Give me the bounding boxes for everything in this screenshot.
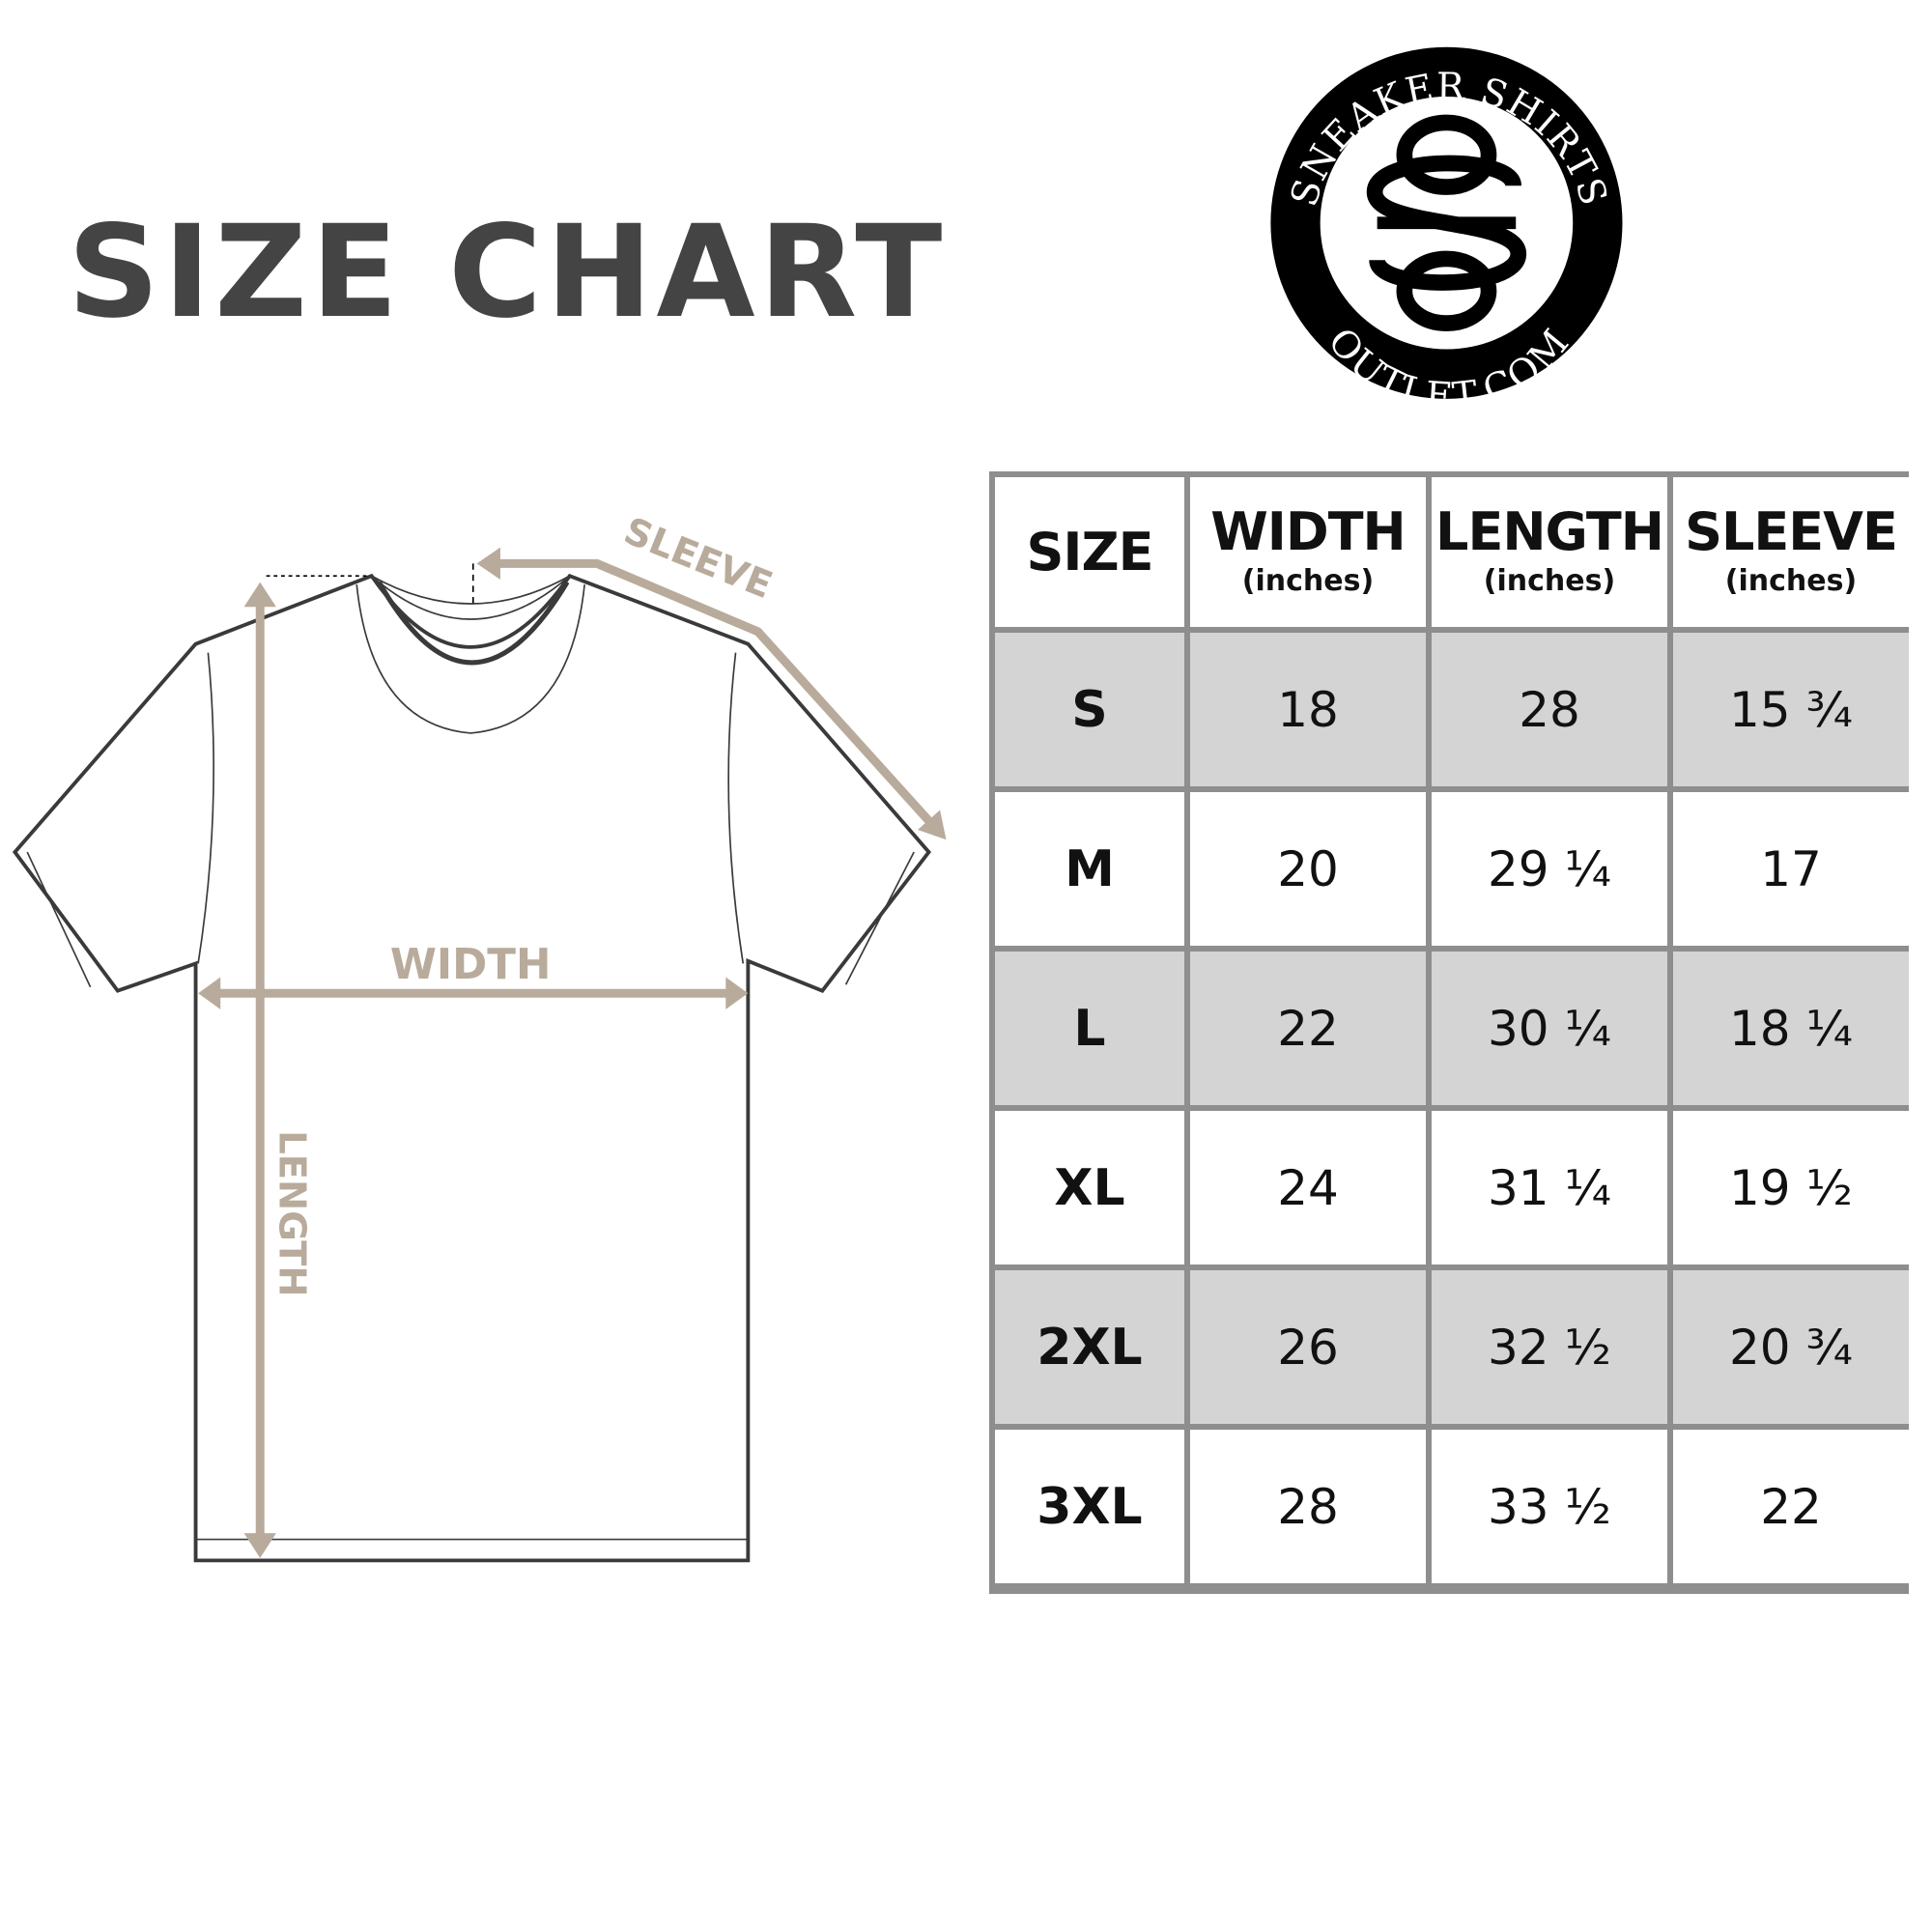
width-cell: 26 <box>1190 1270 1426 1424</box>
title-word-chart: CHART <box>448 198 947 347</box>
sleeve-cell: 19 ½ <box>1673 1111 1909 1264</box>
length-cell: 30 ¼ <box>1432 952 1667 1105</box>
header-unit: (inches) <box>1241 564 1375 598</box>
length-label: LENGTH <box>270 1130 314 1296</box>
width-cell: 20 <box>1190 792 1426 946</box>
header-width: WIDTH (inches) <box>1190 477 1426 627</box>
header-length: LENGTH (inches) <box>1432 477 1667 627</box>
header-sleeve: SLEEVE (inches) <box>1673 477 1909 627</box>
size-cell: L <box>995 952 1184 1105</box>
length-cell: 28 <box>1432 633 1667 786</box>
header-label: WIDTH <box>1210 501 1406 562</box>
sleeve-cell: 18 ¼ <box>1673 952 1909 1105</box>
width-cell: 24 <box>1190 1111 1426 1264</box>
header-size: SIZE <box>995 477 1184 627</box>
width-arrow <box>198 977 749 1009</box>
monogram-icon <box>1366 114 1527 331</box>
header-unit: (inches) <box>1724 564 1858 598</box>
size-cell: XL <box>995 1111 1184 1264</box>
length-cell: 33 ½ <box>1432 1430 1667 1583</box>
width-label: WIDTH <box>390 941 552 989</box>
size-cell: 3XL <box>995 1430 1184 1583</box>
header-label: SIZE <box>1026 521 1153 582</box>
header-unit: (inches) <box>1483 564 1616 598</box>
size-cell: S <box>995 633 1184 786</box>
header-label: LENGTH <box>1435 501 1664 562</box>
tshirt-outline <box>12 573 932 1563</box>
width-cell: 28 <box>1190 1430 1426 1583</box>
width-cell: 18 <box>1190 633 1426 786</box>
sleeve-arrow <box>476 547 947 840</box>
page-title: SIZE CHART <box>68 198 992 347</box>
sleeve-cell: 20 ¾ <box>1673 1270 1909 1424</box>
size-cell: M <box>995 792 1184 946</box>
length-cell: 31 ¼ <box>1432 1111 1667 1264</box>
sleeve-cell: 15 ¾ <box>1673 633 1909 786</box>
length-arrow <box>243 582 276 1558</box>
width-cell: 22 <box>1190 952 1426 1105</box>
title-word-size: SIZE <box>68 198 403 347</box>
sleeve-cell: 22 <box>1673 1430 1909 1583</box>
size-table: SIZE WIDTH (inches) LENGTH (inches) SLEEVE… <box>989 471 1909 1594</box>
sleeve-cell: 17 <box>1673 792 1909 946</box>
header-label: SLEEVE <box>1685 501 1898 562</box>
sleeve-label: SLEEVE <box>618 509 779 608</box>
length-cell: 32 ½ <box>1432 1270 1667 1424</box>
length-cell: 29 ¼ <box>1432 792 1667 946</box>
brand-logo: SNEAKER SHIRTS OUTLET.COM <box>1270 46 1623 419</box>
size-cell: 2XL <box>995 1270 1184 1424</box>
